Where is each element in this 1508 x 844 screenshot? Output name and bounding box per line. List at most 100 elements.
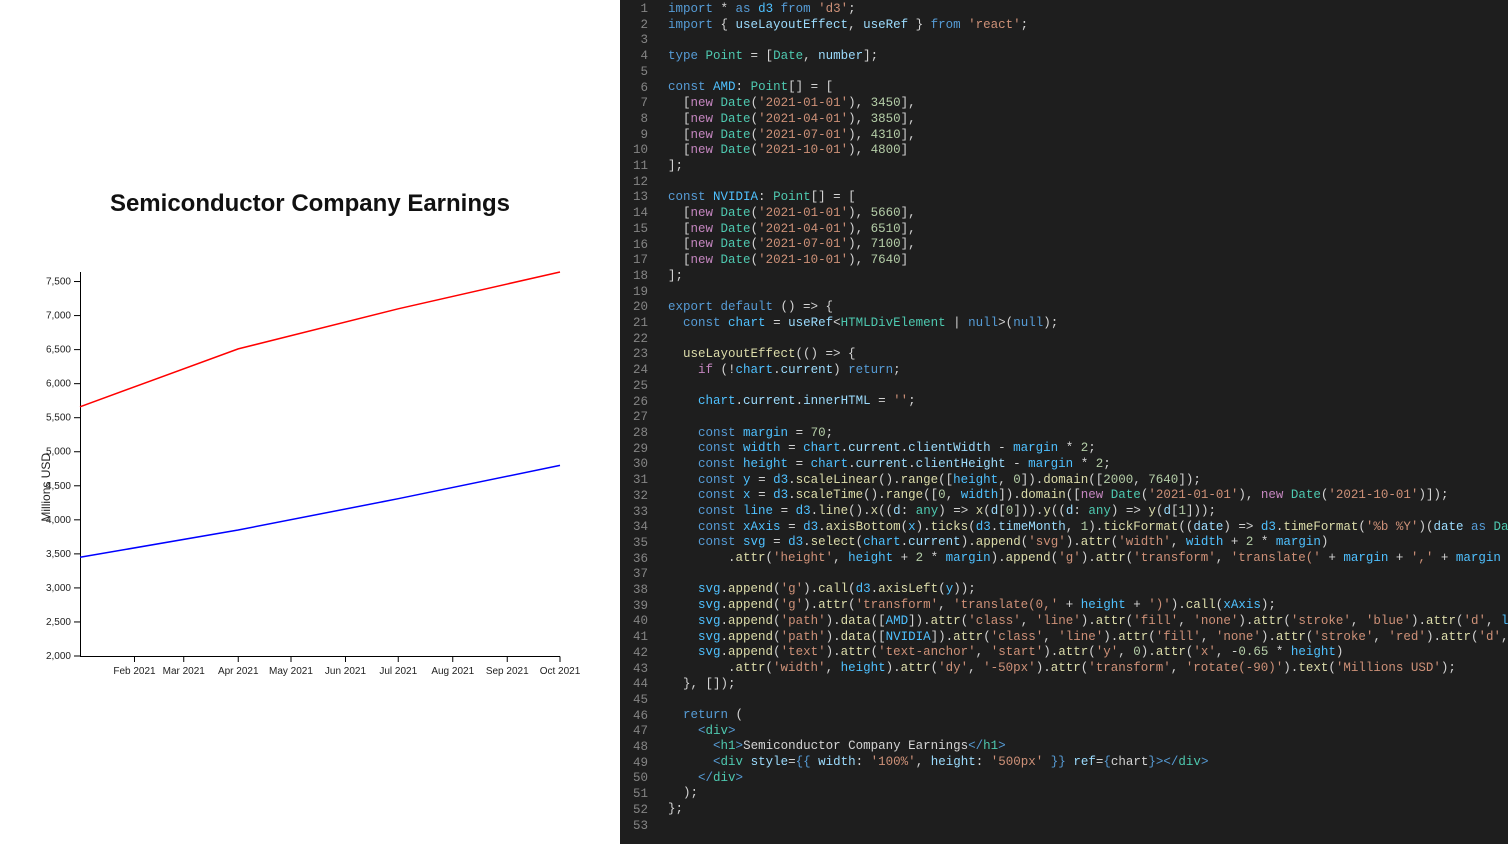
line-number: 20 xyxy=(620,300,648,316)
line-number: 10 xyxy=(620,143,648,159)
line-number: 48 xyxy=(620,740,648,756)
line-number: 28 xyxy=(620,426,648,442)
line-number: 44 xyxy=(620,677,648,693)
code-line[interactable]: [new Date('2021-04-01'), 3850], xyxy=(668,112,1508,128)
line-number: 19 xyxy=(620,285,648,301)
code-line[interactable]: const line = d3.line().x((d: any) => x(d… xyxy=(668,504,1508,520)
code-line[interactable]: svg.append('path').data([AMD]).attr('cla… xyxy=(668,614,1508,630)
line-number: 23 xyxy=(620,347,648,363)
code-line[interactable]: svg.append('text').attr('text-anchor', '… xyxy=(668,645,1508,661)
code-line[interactable]: import * as d3 from 'd3'; xyxy=(668,2,1508,18)
code-line[interactable]: const NVIDIA: Point[] = [ xyxy=(668,190,1508,206)
line-number: 31 xyxy=(620,473,648,489)
line-number: 53 xyxy=(620,819,648,835)
code-line[interactable]: [new Date('2021-07-01'), 4310], xyxy=(668,128,1508,144)
line-number: 27 xyxy=(620,410,648,426)
code-line[interactable]: }; xyxy=(668,802,1508,818)
line-number: 50 xyxy=(620,771,648,787)
code-line[interactable] xyxy=(668,692,1508,708)
code-line[interactable]: const x = d3.scaleTime().range([0, width… xyxy=(668,488,1508,504)
line-number: 49 xyxy=(620,756,648,772)
line-number: 1 xyxy=(620,2,648,18)
code-line[interactable]: svg.append('g').attr('transform', 'trans… xyxy=(668,598,1508,614)
code-line[interactable]: [new Date('2021-07-01'), 7100], xyxy=(668,237,1508,253)
line-number: 13 xyxy=(620,190,648,206)
code-line[interactable]: ); xyxy=(668,786,1508,802)
svg-text:Mar 2021: Mar 2021 xyxy=(163,666,206,677)
code-line[interactable] xyxy=(668,331,1508,347)
code-line[interactable]: const y = d3.scaleLinear().range([height… xyxy=(668,473,1508,489)
code-line[interactable]: .attr('height', height + 2 * margin).app… xyxy=(668,551,1508,567)
code-line[interactable]: const AMD: Point[] = [ xyxy=(668,80,1508,96)
code-line[interactable]: const xAxis = d3.axisBottom(x).ticks(d3.… xyxy=(668,520,1508,536)
svg-text:6,500: 6,500 xyxy=(46,345,71,356)
code-line[interactable]: export default () => { xyxy=(668,300,1508,316)
code-line[interactable]: [new Date('2021-01-01'), 5660], xyxy=(668,206,1508,222)
code-area[interactable]: import * as d3 from 'd3';import { useLay… xyxy=(662,0,1508,844)
code-line[interactable] xyxy=(668,33,1508,49)
code-line[interactable]: </div> xyxy=(668,771,1508,787)
line-number: 43 xyxy=(620,662,648,678)
line-number: 17 xyxy=(620,253,648,269)
svg-text:5,500: 5,500 xyxy=(46,413,71,424)
code-line[interactable]: [new Date('2021-10-01'), 7640] xyxy=(668,253,1508,269)
code-line[interactable]: return ( xyxy=(668,708,1508,724)
code-line[interactable] xyxy=(668,175,1508,191)
code-line[interactable]: [new Date('2021-04-01'), 6510], xyxy=(668,222,1508,238)
line-number: 24 xyxy=(620,363,648,379)
code-line[interactable]: ]; xyxy=(668,269,1508,285)
line-number: 39 xyxy=(620,599,648,615)
code-line[interactable]: [new Date('2021-10-01'), 4800] xyxy=(668,143,1508,159)
line-number: 6 xyxy=(620,81,648,97)
line-number: 52 xyxy=(620,803,648,819)
code-line[interactable] xyxy=(668,567,1508,583)
line-number: 36 xyxy=(620,552,648,568)
svg-text:Feb 2021: Feb 2021 xyxy=(113,666,156,677)
line-number: 3 xyxy=(620,33,648,49)
line-number: 35 xyxy=(620,536,648,552)
line-number-gutter: 1234567891011121314151617181920212223242… xyxy=(620,0,662,844)
svg-text:Apr 2021: Apr 2021 xyxy=(218,666,259,677)
svg-text:6,000: 6,000 xyxy=(46,379,71,390)
code-line[interactable]: const width = chart.current.clientWidth … xyxy=(668,441,1508,457)
code-line[interactable]: const margin = 70; xyxy=(668,426,1508,442)
line-number: 18 xyxy=(620,269,648,285)
svg-text:May 2021: May 2021 xyxy=(269,666,313,677)
code-line[interactable]: const height = chart.current.clientHeigh… xyxy=(668,457,1508,473)
svg-text:Jul 2021: Jul 2021 xyxy=(379,666,417,677)
code-line[interactable] xyxy=(668,284,1508,300)
code-line[interactable]: svg.append('g').call(d3.axisLeft(y)); xyxy=(668,582,1508,598)
line-number: 47 xyxy=(620,724,648,740)
svg-text:7,000: 7,000 xyxy=(46,311,71,322)
line-number: 15 xyxy=(620,222,648,238)
line-number: 26 xyxy=(620,395,648,411)
code-line[interactable]: const svg = d3.select(chart.current).app… xyxy=(668,535,1508,551)
code-line[interactable]: chart.current.innerHTML = ''; xyxy=(668,394,1508,410)
code-line[interactable]: .attr('width', height).attr('dy', '-50px… xyxy=(668,661,1508,677)
code-line[interactable] xyxy=(668,818,1508,834)
code-line[interactable]: <div style={{ width: '100%', height: '50… xyxy=(668,755,1508,771)
code-line[interactable]: import { useLayoutEffect, useRef } from … xyxy=(668,18,1508,34)
svg-text:2,000: 2,000 xyxy=(46,651,71,662)
code-line[interactable] xyxy=(668,410,1508,426)
line-number: 2 xyxy=(620,18,648,34)
code-line[interactable]: <h1>Semiconductor Company Earnings</h1> xyxy=(668,739,1508,755)
code-line[interactable] xyxy=(668,379,1508,395)
earnings-line-chart: 2,0002,5003,0003,5004,0004,5005,0005,500… xyxy=(40,252,580,686)
code-line[interactable]: ]; xyxy=(668,159,1508,175)
line-number: 32 xyxy=(620,489,648,505)
code-line[interactable] xyxy=(668,65,1508,81)
code-line[interactable]: const chart = useRef<HTMLDivElement | nu… xyxy=(668,316,1508,332)
line-number: 51 xyxy=(620,787,648,803)
line-number: 30 xyxy=(620,457,648,473)
code-line[interactable]: }, []); xyxy=(668,677,1508,693)
code-line[interactable]: svg.append('path').data([NVIDIA]).attr('… xyxy=(668,630,1508,646)
code-line[interactable]: [new Date('2021-01-01'), 3450], xyxy=(668,96,1508,112)
line-number: 16 xyxy=(620,238,648,254)
code-line[interactable]: useLayoutEffect(() => { xyxy=(668,347,1508,363)
line-number: 38 xyxy=(620,583,648,599)
code-line[interactable]: if (!chart.current) return; xyxy=(668,363,1508,379)
code-line[interactable]: <div> xyxy=(668,724,1508,740)
line-number: 11 xyxy=(620,159,648,175)
code-line[interactable]: type Point = [Date, number]; xyxy=(668,49,1508,65)
